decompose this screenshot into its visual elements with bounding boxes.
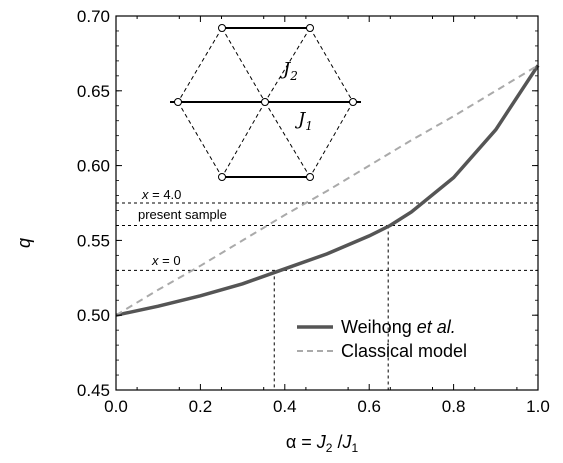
y-axis-label: q — [14, 238, 34, 248]
x-tick-label: 0.2 — [189, 397, 213, 416]
lattice-bond-dashed — [177, 27, 223, 103]
lattice-bond-dashed — [221, 101, 266, 178]
x-tick-label: 1.0 — [526, 397, 550, 416]
lattice-site — [174, 98, 182, 106]
inset-j2-label: J2 — [279, 59, 298, 83]
lattice-bond-dashed — [177, 101, 223, 178]
x-tick-label: 0.0 — [104, 397, 128, 416]
ref-label-x0: x = 0 — [151, 253, 181, 268]
y-tick-label: 0.65 — [77, 82, 110, 101]
lattice-inset: J2 J1 — [170, 24, 361, 181]
lattice-bond-dashed — [309, 101, 354, 178]
x-tick-label: 0.6 — [357, 397, 381, 416]
x-tick-label: 0.4 — [273, 397, 297, 416]
series-line-classical — [115, 64, 539, 317]
legend-label-weihong: Weihong et al. — [341, 317, 456, 337]
lattice-bond-dashed — [309, 27, 354, 103]
lattice-site — [261, 98, 269, 106]
y-tick-label: 0.55 — [77, 231, 110, 250]
series-line-weihong — [115, 64, 540, 317]
plot-frame — [115, 15, 539, 391]
lattice-site — [218, 173, 226, 181]
lattice-bond-dashed — [264, 101, 311, 178]
lattice-site — [349, 98, 357, 106]
lattice-site — [306, 173, 314, 181]
y-tick-label: 0.70 — [77, 7, 110, 26]
inset-j1-label: J1 — [294, 109, 313, 133]
x-tick-label: 0.8 — [442, 397, 466, 416]
legend-label-classical: Classical model — [341, 341, 467, 361]
legend: Weihong et al. Classical model — [297, 317, 467, 361]
y-tick-label: 0.45 — [77, 381, 110, 400]
lattice-bond-dashed — [221, 27, 266, 103]
y-tick-label: 0.60 — [77, 157, 110, 176]
y-tick-label: 0.50 — [77, 306, 110, 325]
ref-label-present-sample: present sample — [138, 207, 227, 222]
ref-label-x4: x = 4.0 — [141, 187, 181, 202]
lattice-site — [306, 24, 314, 32]
lattice-bond-dashed — [264, 27, 311, 103]
x-axis-label: α = J2 /J1 — [286, 432, 359, 455]
lattice-site — [218, 24, 226, 32]
